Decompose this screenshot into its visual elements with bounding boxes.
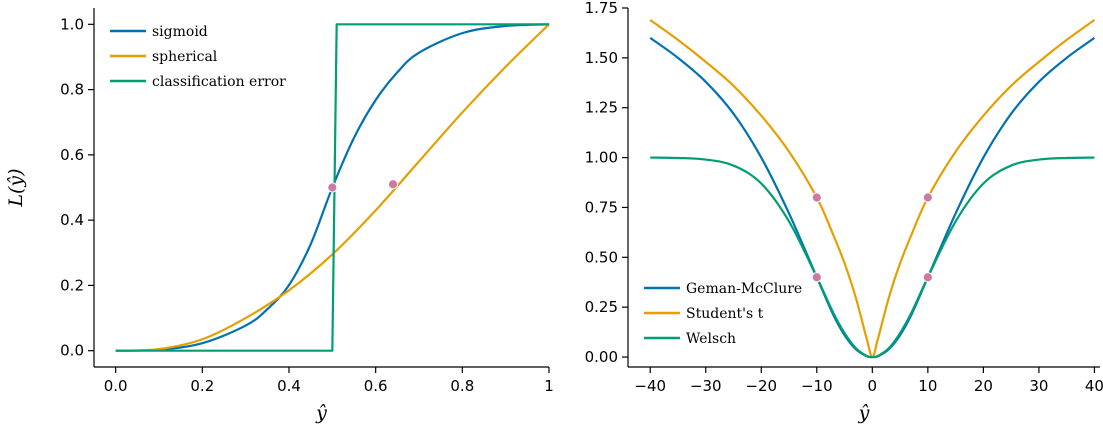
x-tick-label: 0.6 xyxy=(364,377,388,395)
highlight-point xyxy=(811,272,822,283)
left-chart-sigmoid-losses: 0.0 0.2 0.4 0.6 0.8 1 0.0 0.2 0.4 0.6 0.8 1.0 ŷ L(ŷ) s… xyxy=(5,8,554,424)
x-tick-label: 1 xyxy=(544,377,554,395)
highlight-point xyxy=(387,179,399,190)
y-tick-label: 1.0 xyxy=(60,15,84,33)
x-tick-label: −30 xyxy=(690,377,722,395)
y-tick-label: 1.50 xyxy=(585,49,618,67)
legend-label: Student's t xyxy=(686,306,764,322)
x-tick-label: 40 xyxy=(1085,377,1103,395)
y-tick-label: 0.8 xyxy=(60,81,84,99)
x-tick-label: −10 xyxy=(801,377,833,395)
y-tick-label: 0.0 xyxy=(60,342,84,360)
highlight-point xyxy=(327,182,338,193)
x-tick-label: −40 xyxy=(634,377,666,395)
y-tick-label: 0.6 xyxy=(60,146,84,164)
legend-label: Welsch xyxy=(686,331,736,347)
x-tick-label: 0.4 xyxy=(277,377,301,395)
legend-label: spherical xyxy=(152,49,218,65)
highlight-point xyxy=(811,192,822,203)
series-line-spherical xyxy=(115,23,550,352)
legend-label: classification error xyxy=(152,74,286,90)
highlight-point xyxy=(922,192,933,203)
right-chart-robust-losses: −40 −30 −20 −10 0 10 20 30 40 0.00 0.25 0.50 0.75 1.0… xyxy=(585,0,1103,424)
x-tick-label: −20 xyxy=(745,377,777,395)
y-tick-label: 0.4 xyxy=(60,211,84,229)
x-tick-label: 0.2 xyxy=(190,377,214,395)
x-tick-label: 20 xyxy=(974,377,993,395)
x-tick-label: 0.0 xyxy=(104,377,128,395)
y-tick-label: 1.75 xyxy=(585,0,618,17)
y-tick-label: 0.75 xyxy=(585,198,618,216)
legend-label: Geman-McClure xyxy=(686,281,802,297)
y-tick-label: 1.00 xyxy=(585,149,618,167)
y-tick-label: 0.00 xyxy=(585,348,618,366)
x-axis-title: ŷ xyxy=(858,402,870,424)
legend-label: sigmoid xyxy=(152,24,208,40)
y-tick-label: 1.25 xyxy=(585,99,618,117)
x-axis-title: ŷ xyxy=(315,402,327,424)
y-tick-label: 0.25 xyxy=(585,298,618,316)
x-tick-label: 10 xyxy=(918,377,937,395)
series-line-welsch xyxy=(650,156,1095,359)
x-tick-label: 0 xyxy=(868,377,878,395)
y-tick-label: 0.50 xyxy=(585,248,618,266)
y-tick-label: 0.2 xyxy=(60,276,84,294)
legend: sigmoid spherical classification error xyxy=(110,24,286,90)
x-tick-label: 30 xyxy=(1029,377,1048,395)
legend: Geman-McClure Student's t Welsch xyxy=(644,281,802,347)
x-tick-label: 0.8 xyxy=(450,377,474,395)
y-axis-title: L(ŷ) xyxy=(5,168,27,207)
highlight-point xyxy=(922,272,933,283)
